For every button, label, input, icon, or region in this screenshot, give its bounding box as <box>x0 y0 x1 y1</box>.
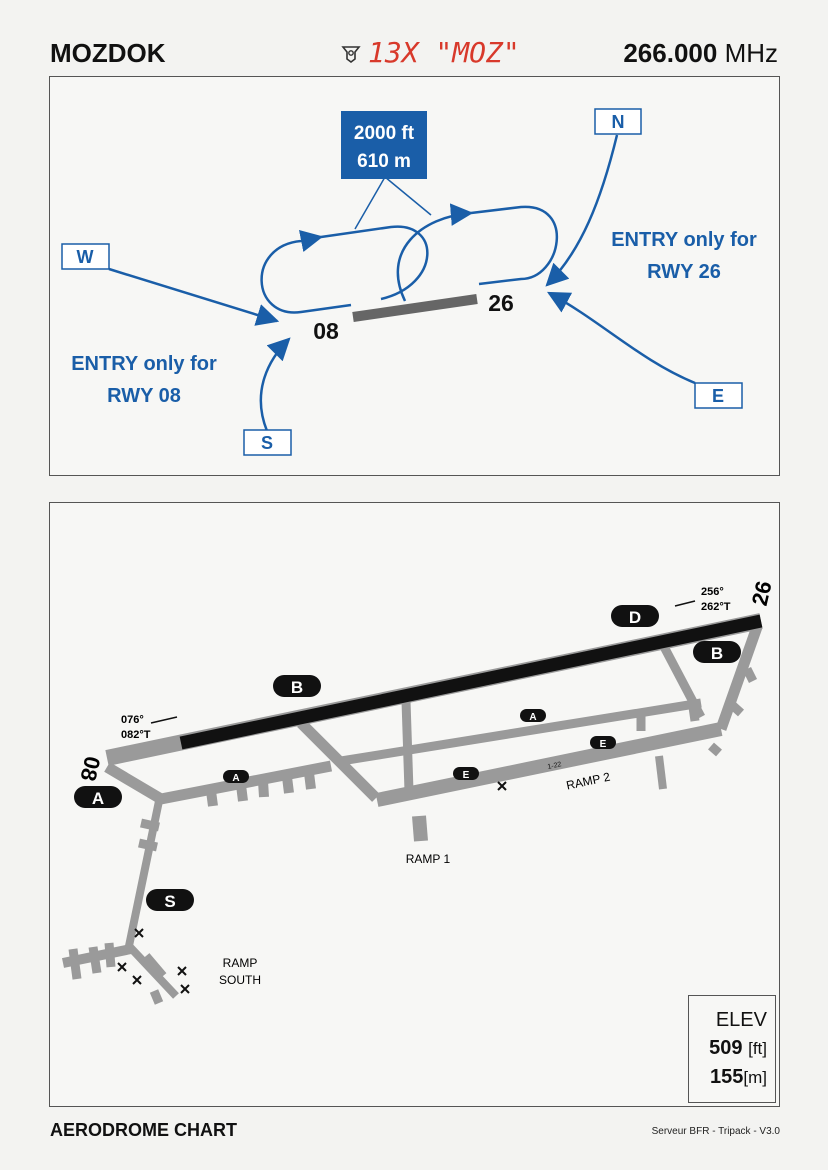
altitude-leader-left <box>354 176 386 230</box>
altitude-m: 610 m <box>357 151 411 172</box>
taxiway-label-s: S <box>146 889 194 911</box>
taxiway-label-a-small-2: A <box>520 709 546 723</box>
heading-26-true: 262°T <box>701 601 731 613</box>
entry-label-s: S <box>261 433 273 453</box>
svg-text:S: S <box>164 892 175 911</box>
svg-text:A: A <box>529 712 536 723</box>
svg-text:B: B <box>711 644 723 663</box>
taxiway-s-stands <box>138 818 160 852</box>
airport-name: MOZDOK <box>50 38 166 68</box>
frequency-value: 266.000 <box>623 38 718 68</box>
right-pattern-lower <box>470 205 558 286</box>
aerodrome-diagram: 256° 262°T 076° 082°T 26 08 D B B A S <box>61 579 777 1005</box>
pattern-runway-08: 08 <box>313 318 339 344</box>
taxiway-label-d: D <box>611 605 659 627</box>
svg-text:B: B <box>291 678 303 697</box>
altitude-box <box>341 111 427 179</box>
pattern-diagram: 2000 ft 610 m W N E S 08 26 ENTRY only f… <box>61 108 757 456</box>
chart-type: AERODROME CHART <box>50 1120 237 1140</box>
svg-text:E: E <box>463 770 470 781</box>
entry-west-arrow <box>108 267 280 326</box>
credit-text: Serveur BFR - Tripack - V3.0 <box>651 1126 780 1137</box>
heading-26-arrow <box>674 600 696 607</box>
taxiway-a-west <box>104 760 333 805</box>
svg-text:E: E <box>600 739 607 750</box>
svg-text:D: D <box>629 608 641 627</box>
runway-end-26: 26 <box>747 579 777 608</box>
closed-marks <box>117 781 507 994</box>
elevation-label: ELEV <box>715 1009 767 1031</box>
ramp1-label: RAMP 1 <box>406 852 451 866</box>
altitude-ft: 2000 ft <box>354 123 415 144</box>
runway-08-26 <box>179 614 763 750</box>
east-stands <box>636 666 758 757</box>
taxiway-label-e-large: B <box>693 641 741 663</box>
tacan-label: 13X "MOZ" <box>368 36 520 69</box>
altitude-leader-right <box>384 176 432 216</box>
taxiway-e-east <box>715 625 763 731</box>
right-pattern-upper <box>396 203 474 302</box>
taxiway-label-a-large: A <box>74 786 122 808</box>
marking-1-22: 1-22 <box>547 761 562 771</box>
entry-south-arrow <box>259 337 291 432</box>
entry-label-e: E <box>712 386 724 406</box>
entry-label-w: W <box>77 247 94 267</box>
taxiways <box>61 625 763 1005</box>
taxiway-label-e-small-2: E <box>590 736 616 750</box>
taxiway-e <box>375 722 723 807</box>
tacan-channel: 13X "MOZ" <box>340 36 520 69</box>
taxiway-label-b: B <box>273 675 321 697</box>
elevation-m: 155[m] <box>710 1066 767 1088</box>
elevation-box: ELEV 509 [ft] 155[m] <box>688 995 776 1103</box>
ramp-south-label-2: SOUTH <box>219 973 261 987</box>
note-rwy26-line1: ENTRY only for <box>611 229 757 251</box>
heading-26-mag: 256° <box>701 586 724 598</box>
heading-08-arrow <box>150 716 178 724</box>
note-rwy08-line1: ENTRY only for <box>71 353 217 375</box>
entry-label-n: N <box>612 112 625 132</box>
ramp-south-label-1: RAMP <box>223 956 258 970</box>
entry-north-arrow <box>545 134 619 287</box>
ramp1-stub <box>412 815 428 842</box>
pattern-runway <box>352 294 478 322</box>
connector-b <box>297 719 380 802</box>
elevation-ft: 509 [ft] <box>709 1037 767 1059</box>
ramp-south-stands <box>68 942 167 1005</box>
entry-box-s <box>243 429 292 456</box>
taxiway-label-a-small-1: A <box>223 770 249 784</box>
taxiway-label-e-small-1: E <box>453 767 479 781</box>
svg-text:A: A <box>92 789 104 808</box>
pattern-panel: 2000 ft 610 m W N E S 08 26 ENTRY only f… <box>49 76 780 476</box>
left-pattern-lower <box>260 229 352 314</box>
pattern-runway-26: 26 <box>488 290 514 316</box>
heading-08-mag: 076° <box>121 714 144 726</box>
note-rwy26-line2: RWY 26 <box>647 261 721 283</box>
frequency: 266.000 MHz <box>623 38 778 69</box>
ramp-a-stands <box>206 772 316 807</box>
entry-box-n <box>594 108 642 135</box>
svg-text:A: A <box>232 773 239 784</box>
taxiway-a-parallel <box>340 698 702 766</box>
heading-08-true: 082°T <box>121 729 151 741</box>
entry-box-w <box>61 243 110 270</box>
tacan-icon <box>341 45 361 63</box>
entry-east-arrow <box>547 291 696 385</box>
ramp2-stand <box>655 755 667 790</box>
note-rwy08-line2: RWY 08 <box>107 385 181 407</box>
ramp2-label: RAMP 2 <box>565 770 612 793</box>
aerodrome-panel: 256° 262°T 076° 082°T 26 08 D B B A S <box>49 502 780 1107</box>
frequency-unit: MHz <box>724 38 778 68</box>
runway-end-08: 08 <box>75 754 105 783</box>
entry-box-e <box>694 382 743 409</box>
